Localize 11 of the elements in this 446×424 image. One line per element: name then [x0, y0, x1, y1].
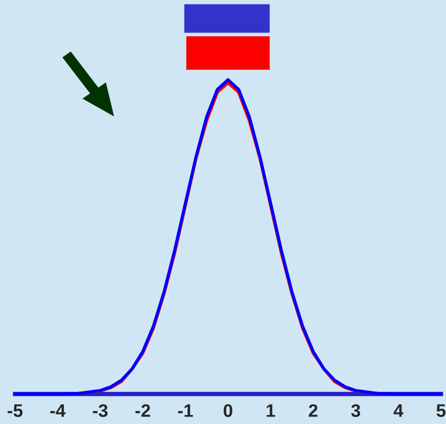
x-tick-label: 2	[308, 404, 318, 417]
x-tick-label: -5	[8, 404, 23, 417]
x-tick-label: 4	[394, 404, 404, 417]
x-tick-label: 1	[266, 404, 276, 417]
x-tick-label: 0	[224, 404, 232, 417]
x-tick-label: 3	[351, 404, 360, 418]
x-tick-label: -1	[178, 404, 193, 417]
x-tick-label: -2	[135, 404, 150, 417]
x-tick-label: -4	[50, 404, 66, 417]
x-tick-label: 5	[436, 404, 446, 417]
x-tick-label: -3	[92, 404, 108, 418]
